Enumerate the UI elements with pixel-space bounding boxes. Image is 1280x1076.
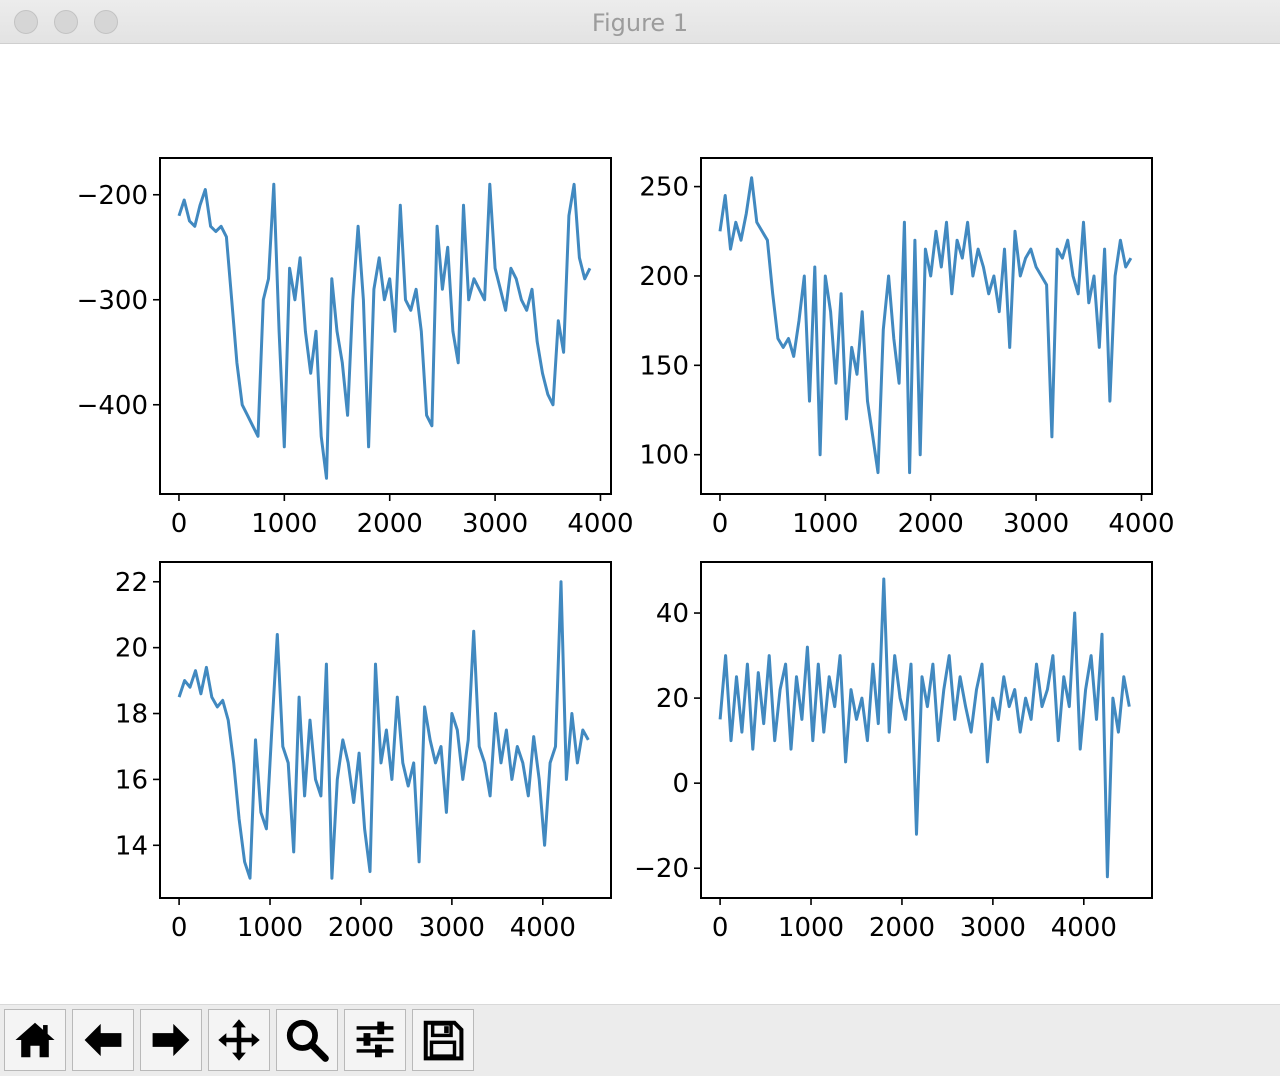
x-tick-label: 0 [171, 509, 188, 539]
y-tick-label: 0 [672, 769, 689, 799]
back-button[interactable] [72, 1009, 134, 1071]
series-line-4-1 [718, 577, 1131, 879]
y-tick-label: 40 [656, 599, 689, 629]
x-tick-label: 0 [712, 913, 729, 943]
floppy-disk-icon [423, 1020, 464, 1061]
y-tick-label: −200 [77, 181, 148, 211]
y-tick-label: 18 [115, 700, 148, 730]
x-tick-label: 3000 [960, 913, 1026, 943]
subplot-3: 0 1000 2000 3000 4000 22 20 18 16 14 [115, 561, 612, 943]
figure-canvas[interactable]: 0 1000 2000 3000 4000−200−300−4000 1000 2000 30… [0, 44, 1280, 1004]
move-icon [218, 1019, 260, 1061]
x-tick-label: 1000 [251, 509, 317, 539]
series-line-1-1 [177, 182, 592, 480]
x-tick-label: 4000 [510, 913, 576, 943]
x-tick-label: 1000 [237, 913, 303, 943]
x-tick-label: 2000 [328, 913, 394, 943]
subplot-1: 0 1000 2000 3000 4000 −200 −300 −400 [77, 157, 634, 539]
series-line-3-1 [177, 580, 590, 880]
x-tick-label: 4000 [567, 509, 633, 539]
zoom-window-button[interactable] [94, 10, 118, 34]
pan-button[interactable] [208, 1009, 270, 1071]
y-tick-label: −400 [77, 391, 148, 421]
x-tick-label: 3000 [1003, 509, 1069, 539]
x-tick-label: 2000 [898, 509, 964, 539]
navigation-toolbar [0, 1004, 1280, 1076]
close-window-button[interactable] [14, 10, 38, 34]
x-tick-label: 4000 [1051, 913, 1117, 943]
arrow-right-icon [152, 1023, 190, 1057]
arrow-left-icon [84, 1023, 122, 1057]
zoom-button[interactable] [276, 1009, 338, 1071]
minimize-window-button[interactable] [54, 10, 78, 34]
x-tick-label: 2000 [869, 913, 935, 943]
x-tick-label: 4000 [1108, 509, 1174, 539]
y-tick-label: 200 [639, 262, 689, 292]
y-tick-label: 14 [115, 831, 148, 861]
y-tick-label: 16 [115, 765, 148, 795]
subplot-4: 0 1000 2000 3000 4000 40 20 0 −20 [634, 561, 1153, 943]
sliders-icon [356, 1021, 394, 1058]
axes-frame [159, 561, 612, 899]
x-tick-label: 0 [171, 913, 188, 943]
window-titlebar: Figure 1 [0, 0, 1280, 44]
configure-subplots-button[interactable] [344, 1009, 406, 1071]
window-title: Figure 1 [591, 9, 689, 37]
y-tick-label: 150 [639, 351, 689, 381]
y-tick-label: 250 [639, 173, 689, 203]
y-tick-label: −20 [634, 854, 689, 884]
x-tick-label: 3000 [462, 509, 528, 539]
y-tick-label: 100 [639, 441, 689, 471]
x-tick-label: 2000 [357, 509, 423, 539]
axes-frame [700, 561, 1153, 899]
subplot-2: 0 1000 2000 3000 4000 250 200 150 100 [639, 157, 1175, 539]
axes-frame [700, 157, 1153, 495]
y-tick-label: 20 [656, 684, 689, 714]
y-tick-label: 20 [115, 634, 148, 664]
y-tick-label: 22 [115, 568, 148, 598]
save-button[interactable] [412, 1009, 474, 1071]
x-tick-label: 1000 [792, 509, 858, 539]
x-tick-label: 1000 [778, 913, 844, 943]
home-button[interactable] [4, 1009, 66, 1071]
forward-button[interactable] [140, 1009, 202, 1071]
home-icon [15, 1022, 55, 1058]
series-line-2-1 [718, 176, 1133, 475]
magnifier-icon [286, 1019, 329, 1062]
y-tick-label: −300 [77, 286, 148, 316]
x-tick-label: 3000 [419, 913, 485, 943]
x-tick-label: 0 [712, 509, 729, 539]
axes-frame [159, 157, 612, 495]
